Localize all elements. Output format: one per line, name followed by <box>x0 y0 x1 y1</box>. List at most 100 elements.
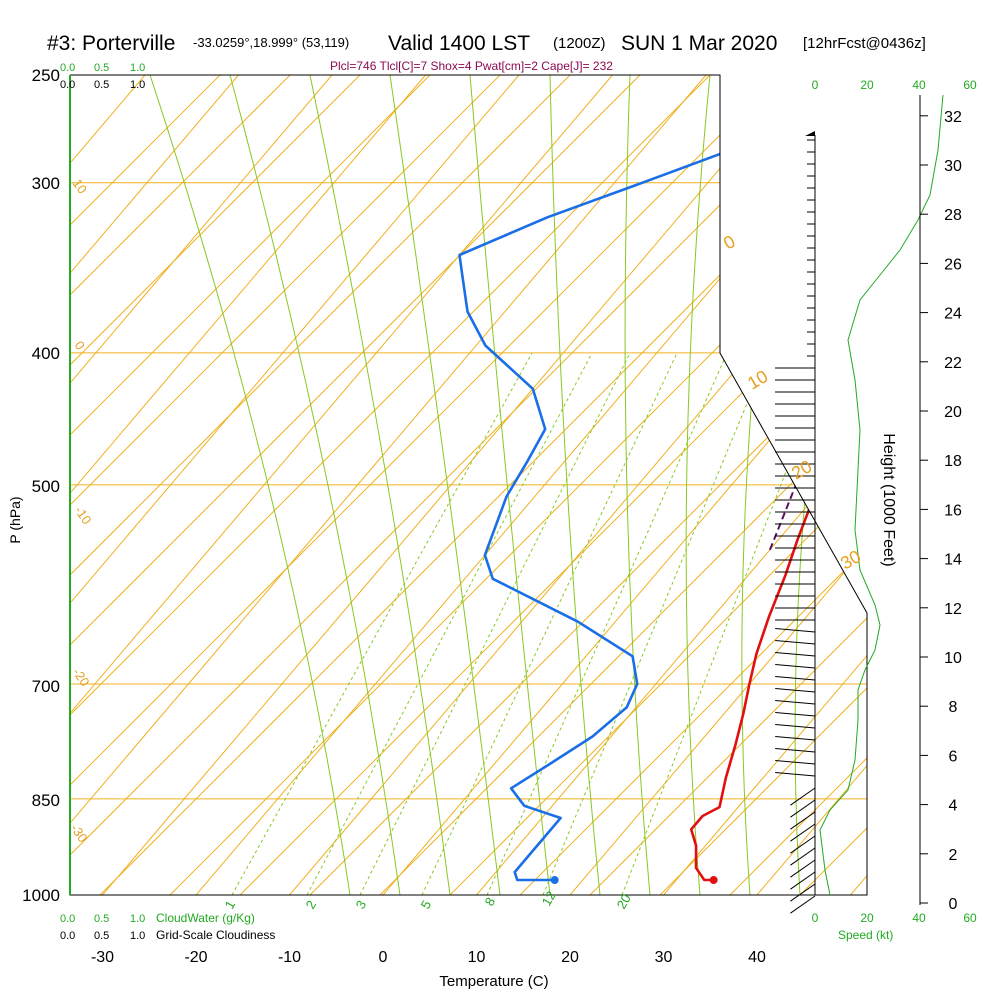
height-tick-label: 26 <box>944 256 962 273</box>
dry-adiabat-line <box>379 75 867 895</box>
mixing-ratio-label: 3 <box>353 898 370 912</box>
isotherm-label: 0 <box>720 231 739 253</box>
wind-barb <box>775 760 816 765</box>
valid-date: SUN 1 Mar 2020 <box>621 32 777 55</box>
isotherm-line <box>70 75 426 895</box>
temperature-tick-label: 20 <box>561 949 579 966</box>
series-layer <box>458 86 867 882</box>
dry-adiabat-line <box>70 75 291 895</box>
top-speed-scale: 0 20 40 60 <box>812 78 977 92</box>
speed-bottom-20: 20 <box>860 911 874 925</box>
speed-top-40: 40 <box>912 78 926 92</box>
series-parcel-line <box>768 278 835 551</box>
moist-adiabat-line <box>149 75 351 895</box>
pressure-tick-label: 400 <box>32 344 60 363</box>
wind-barb <box>775 688 816 693</box>
cloudwater-label: CloudWater (g/Kg) <box>156 911 255 925</box>
mixing-ratio-label: 5 <box>418 898 435 912</box>
surface-dewpoint-dot <box>550 876 559 885</box>
isotherm-label: 10 <box>744 366 771 393</box>
top-cloud-scales: 0.0 0.5 1.0 0.0 0.5 1.0 <box>60 62 145 91</box>
wind-barb <box>790 895 816 914</box>
isotherm-line <box>663 75 867 895</box>
top-green-0: 0.0 <box>60 62 75 74</box>
isotherm-label: -10 <box>72 503 95 527</box>
dry-adiabat-line <box>799 75 867 895</box>
pressure-tick-label: 700 <box>32 677 60 696</box>
isotherm-label: 20 <box>788 456 815 483</box>
dry-adiabat-line <box>519 75 867 895</box>
isotherm-line <box>102 75 800 895</box>
bottom-black-2: 1.0 <box>130 930 145 942</box>
isotherm-line <box>70 75 613 895</box>
dry-adiabat-line <box>589 75 867 895</box>
temperature-axis: -30 -20 -10 0 10 20 30 40 <box>91 949 766 966</box>
dry-adiabat-line <box>70 75 781 895</box>
isotherm-line <box>70 75 520 895</box>
surface-temperature-dot <box>709 876 718 885</box>
height-tick-label: 32 <box>944 109 962 126</box>
height-tick-label: 14 <box>944 552 962 569</box>
top-green-2: 1.0 <box>130 62 145 74</box>
height-tick-label: 2 <box>949 847 958 864</box>
height-tick-label: 18 <box>944 453 962 470</box>
dry-adiabat-line <box>70 75 711 895</box>
dry-adiabat-line <box>239 75 867 895</box>
wind-barb <box>790 859 816 878</box>
height-tick-label: 8 <box>949 699 958 716</box>
temperature-tick-label: 40 <box>748 949 766 966</box>
wind-pennant <box>805 131 815 136</box>
isotherm-label: 10 <box>70 176 91 196</box>
bottom-black-1: 0.5 <box>94 930 109 942</box>
dry-adiabat-line <box>70 75 361 895</box>
mixing-ratio-label: 2 <box>303 898 320 912</box>
wind-barb <box>775 664 816 669</box>
temperature-tick-label: 0 <box>379 949 388 966</box>
isotherm-line <box>289 75 867 895</box>
dry-adiabat-line <box>70 75 221 895</box>
moist-adiabat-line <box>549 75 601 895</box>
series-temperature-line <box>689 86 867 882</box>
height-tick-label: 10 <box>944 650 962 667</box>
height-tick-label: 24 <box>944 306 962 323</box>
height-tick-label: 6 <box>949 748 958 765</box>
isotherm-line <box>70 75 707 895</box>
mixing-ratio-line <box>486 352 728 895</box>
mixing-ratio-label: 8 <box>482 895 499 909</box>
forecast-label: [12hrFcst@0436z] <box>803 35 926 52</box>
height-tick-label: 30 <box>944 158 962 175</box>
wind-barb <box>790 799 816 818</box>
height-tick-label: 22 <box>944 355 962 372</box>
temperature-tick-label: 30 <box>655 949 673 966</box>
temperature-tick-label: -30 <box>91 949 114 966</box>
dry-adiabat-line <box>70 75 851 895</box>
pressure-tick-label: 850 <box>32 791 60 810</box>
speed-label: Speed (kt) <box>838 928 893 942</box>
top-black-2: 1.0 <box>130 79 145 91</box>
pressure-tick-label: 1000 <box>22 886 60 905</box>
dry-adiabat-line <box>70 75 641 895</box>
bottom-green-2: 1.0 <box>130 913 145 925</box>
temperature-tick-label: 10 <box>468 949 486 966</box>
pressure-tick-label: 300 <box>32 174 60 193</box>
speed-bottom-40: 40 <box>912 911 926 925</box>
dry-adiabat-line <box>70 75 571 895</box>
wind-barb <box>775 748 816 753</box>
height-tick-label: 4 <box>949 798 958 815</box>
isotherm-label: -30 <box>68 821 91 845</box>
zulu-time: (1200Z) <box>553 35 606 52</box>
bottom-black-0: 0.0 <box>60 930 75 942</box>
top-black-1: 0.5 <box>94 79 109 91</box>
y-axis-label: P (hPa) <box>7 496 23 543</box>
bottom-green-0: 0.0 <box>60 913 75 925</box>
temperature-tick-label: -20 <box>184 949 207 966</box>
dry-adiabat-line <box>309 75 867 895</box>
wind-barb <box>775 712 816 717</box>
indices-line: Plcl=746 Tlcl[C]=7 Shox=4 Pwat[cm]=2 Cap… <box>330 59 613 73</box>
pressure-tick-label: 500 <box>32 477 60 496</box>
bottom-cloud-scales: 0.0 0.5 1.0 CloudWater (g/Kg) 0.0 0.5 1.… <box>60 911 275 942</box>
wind-barbs <box>775 131 816 914</box>
dry-adiabat-line <box>659 75 867 895</box>
valid-time: Valid 1400 LST <box>388 32 530 55</box>
